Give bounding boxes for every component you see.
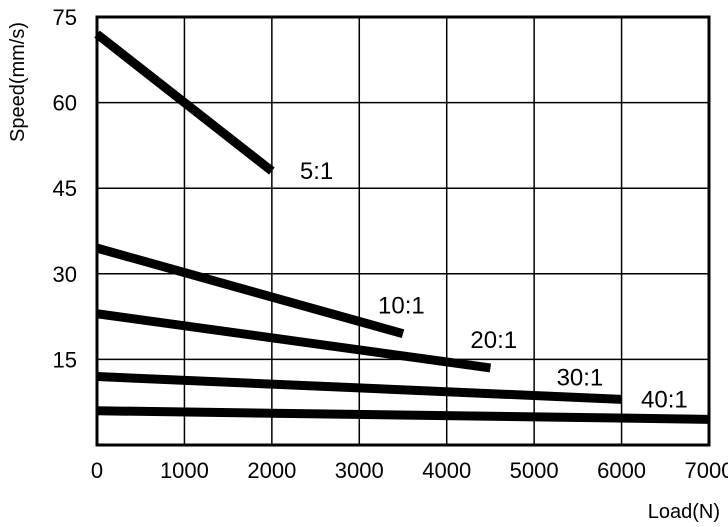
grid-lines <box>97 17 709 445</box>
x-tick-labels: 0 1000 2000 3000 4000 5000 6000 7000 <box>91 458 728 483</box>
x-tick-label: 0 <box>91 458 103 483</box>
series-line-40-1 <box>96 406 710 424</box>
series-line-20-1 <box>96 309 492 373</box>
x-tick-label: 7000 <box>685 458 728 483</box>
series-line-10-1 <box>95 243 405 339</box>
series-labels: 5:1 10:1 20:1 30:1 40:1 <box>300 158 688 413</box>
series-label-30-1: 30:1 <box>557 364 604 391</box>
x-tick-label: 6000 <box>597 458 646 483</box>
y-tick-label: 75 <box>53 5 77 30</box>
y-tick-label: 60 <box>53 91 77 116</box>
series-label-40-1: 40:1 <box>641 386 688 413</box>
x-tick-label: 2000 <box>247 458 296 483</box>
x-tick-label: 4000 <box>422 458 471 483</box>
x-tick-label: 5000 <box>510 458 559 483</box>
plot-frame <box>95 15 711 447</box>
x-tick-label: 1000 <box>160 458 209 483</box>
series-label-10-1: 10:1 <box>378 293 425 320</box>
y-tick-label: 30 <box>53 262 77 287</box>
y-tick-label: 15 <box>53 347 77 372</box>
x-tick-label: 3000 <box>335 458 384 483</box>
series-label-5-1: 5:1 <box>300 158 333 185</box>
series-line-30-1 <box>96 372 622 404</box>
series-label-20-1: 20:1 <box>470 327 517 354</box>
y-tick-label: 45 <box>53 176 77 201</box>
series-lines <box>94 30 710 424</box>
y-axis-label: Speed(mm/s) <box>7 22 29 142</box>
x-axis-label: Load(N) <box>648 501 720 523</box>
y-tick-labels: 15 30 45 60 75 <box>53 5 77 372</box>
series-line-5-1 <box>94 30 275 175</box>
